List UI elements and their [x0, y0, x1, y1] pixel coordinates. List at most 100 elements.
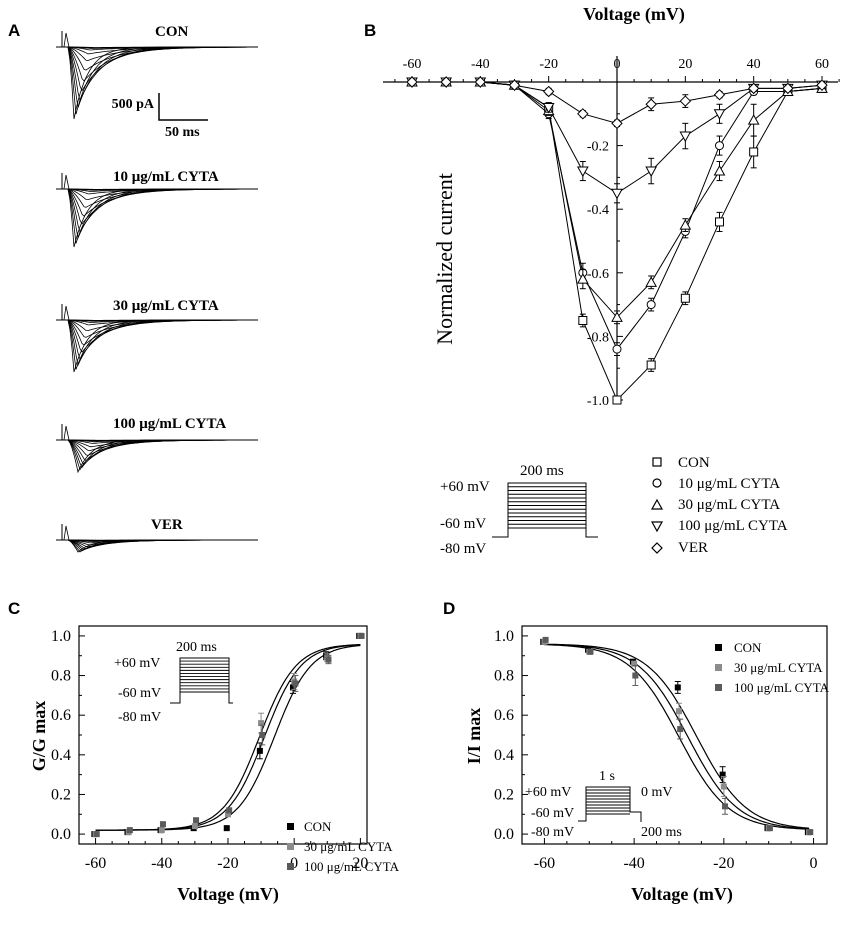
b-point	[612, 395, 622, 405]
current-trace	[67, 319, 258, 367]
x-tick-label: -20	[217, 855, 238, 872]
b-x-tick-label: 60	[815, 57, 829, 72]
d-legend-label-cyta100: 100 μg/mL CYTA	[734, 680, 830, 695]
data-point	[223, 825, 230, 832]
current-trace	[67, 188, 258, 208]
data-point	[766, 825, 773, 832]
capacitive-artifact	[63, 425, 70, 441]
d-legend-swatch-con	[715, 644, 722, 651]
data-point	[632, 672, 639, 679]
panel-b-iv-curve: -60 -40 -20 0 20 40 60-0.2-0.4-0.6-0.8-1.0	[383, 56, 840, 409]
panel-a-traces: CON 10 μg/mL CYTA 30 μg/mL CYTA 100 μg/m…	[56, 24, 258, 553]
b-point	[612, 344, 622, 354]
protocol-b-step-diagram: 200 ms +60 mV -60 mV -80 mV	[440, 463, 598, 557]
b-point	[679, 95, 692, 107]
y-tick-label: 0.6	[494, 707, 514, 724]
protocol-d-test-duration: 200 ms	[641, 825, 682, 840]
protocol-c-step-diagram: 200 ms +60 mV -60 mV -80 mV	[114, 640, 233, 725]
data-point	[587, 648, 594, 655]
b-point	[578, 316, 588, 325]
data-point	[677, 726, 684, 733]
b-point	[577, 108, 589, 120]
b-point	[747, 82, 760, 95]
y-tick-label: 0.4	[51, 747, 71, 764]
b-point	[715, 141, 724, 151]
legend-marker-circle	[652, 478, 662, 488]
b-point	[542, 102, 555, 114]
current-trace	[68, 46, 258, 48]
protocol-d-hold-label: -80 mV	[531, 825, 574, 840]
data-point	[226, 807, 233, 814]
data-point	[807, 829, 814, 836]
b-x-tick-label: 0	[614, 57, 621, 72]
b-point	[576, 166, 589, 178]
current-trace	[67, 319, 258, 360]
trace-title-cyta100: 100 μg/mL CYTA	[113, 416, 226, 432]
legend-marker-triangle-down	[650, 521, 664, 533]
y-tick-label: 1.0	[51, 628, 71, 645]
current-trace	[67, 46, 258, 108]
data-point	[542, 636, 549, 643]
c-legend-label-cyta30: 30 μg/mL CYTA	[304, 839, 393, 854]
y-tick-label: 0.6	[51, 707, 71, 724]
data-point	[325, 656, 332, 663]
d-y-axis-title: I/I max	[464, 708, 484, 765]
b-x-tick-label: -60	[403, 57, 422, 72]
current-trace	[67, 319, 258, 332]
b-point	[406, 76, 418, 88]
b-point	[713, 109, 726, 120]
b-point	[611, 188, 623, 200]
c-y-axis-title: G/G max	[29, 701, 49, 772]
data-point	[126, 827, 133, 834]
b-point	[782, 82, 794, 95]
legend-label-cyta30: 30 μg/mL CYTA	[678, 497, 780, 513]
c-legend-swatch-cyta30	[287, 843, 294, 850]
trace-title-con: CON	[155, 24, 189, 40]
trace-title-cyta10: 10 μg/mL CYTA	[113, 169, 219, 185]
b-point	[611, 311, 623, 322]
b-point	[816, 79, 828, 91]
current-trace	[67, 188, 258, 248]
c-legend-swatch-cyta100	[287, 863, 294, 870]
fit-curve	[95, 644, 361, 831]
data-point	[259, 732, 266, 738]
current-trace	[67, 188, 258, 233]
panel-label-d: D	[443, 599, 455, 618]
b-point	[747, 114, 760, 125]
current-trace	[67, 188, 258, 240]
y-tick-label: 0.2	[51, 786, 71, 803]
protocol-c-duration: 200 ms	[176, 640, 217, 655]
b-point	[646, 360, 656, 370]
b-point	[645, 276, 658, 287]
protocol-d-test-label: 0 mV	[641, 785, 673, 800]
b-point	[680, 293, 690, 303]
protocol-b-hold-label: -80 mV	[440, 541, 486, 557]
x-tick-label: 0	[810, 855, 818, 872]
y-tick-label: 0.8	[51, 668, 71, 685]
data-point	[256, 747, 263, 754]
b-point	[645, 98, 657, 110]
b-point	[715, 217, 724, 227]
protocol-d-mid-label: -60 mV	[531, 806, 574, 821]
y-tick-label: 0.2	[494, 786, 514, 803]
x-tick-label: -20	[713, 855, 734, 872]
current-trace	[67, 439, 258, 474]
data-point	[289, 684, 296, 691]
current-trace	[67, 46, 258, 102]
legend-label-con: CON	[678, 455, 710, 471]
data-point	[191, 823, 198, 830]
data-point	[720, 783, 727, 790]
capacitive-artifact	[63, 174, 70, 190]
b-point	[542, 85, 555, 98]
b-y-tick-label: -0.2	[587, 140, 609, 155]
b-x-axis-title: Voltage (mV)	[583, 4, 685, 25]
c-legend-label-cyta100: 100 μg/mL CYTA	[304, 859, 400, 874]
c-legend-swatch-con	[287, 823, 294, 830]
panel-label-b: B	[364, 21, 376, 40]
current-trace	[67, 319, 258, 373]
data-point	[292, 680, 299, 687]
panel-label-a: A	[8, 21, 20, 40]
data-point	[224, 811, 231, 818]
b-point	[508, 79, 521, 91]
